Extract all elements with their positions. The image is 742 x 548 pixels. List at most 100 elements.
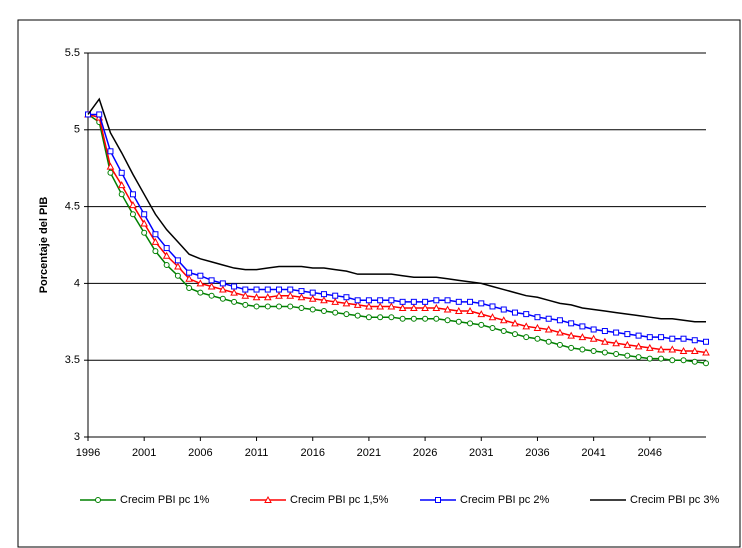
marker [252, 293, 261, 301]
marker [511, 309, 518, 316]
marker [454, 307, 463, 315]
y-tick-label: 4 [74, 277, 80, 289]
x-tick-label: 2026 [413, 447, 437, 459]
marker [275, 291, 283, 299]
marker [253, 303, 260, 310]
marker [186, 269, 193, 276]
marker [196, 279, 205, 287]
marker [377, 297, 384, 304]
marker [331, 297, 340, 305]
marker [231, 283, 238, 290]
marker [163, 245, 170, 252]
marker [365, 302, 373, 310]
marker [433, 315, 440, 322]
marker [140, 219, 149, 227]
marker [455, 298, 462, 305]
marker [353, 300, 362, 308]
marker [96, 111, 103, 118]
marker [276, 286, 283, 293]
marker [545, 338, 552, 345]
y-tick-label: 5.5 [65, 47, 80, 59]
marker [658, 334, 665, 341]
marker [287, 303, 294, 310]
marker [590, 347, 597, 354]
marker [500, 328, 507, 335]
marker [668, 345, 677, 353]
marker [511, 319, 519, 327]
marker [286, 291, 295, 299]
marker [399, 298, 406, 305]
marker [117, 181, 126, 189]
marker [534, 314, 541, 321]
marker [500, 306, 507, 313]
x-tick-label: 2021 [357, 447, 381, 459]
marker [522, 322, 531, 330]
marker [343, 311, 350, 318]
marker [556, 341, 563, 348]
marker [646, 355, 653, 362]
x-tick-label: 2046 [638, 447, 662, 459]
x-tick-label: 2016 [300, 447, 324, 459]
marker [533, 323, 542, 331]
marker [556, 317, 563, 324]
marker [635, 354, 642, 361]
marker [219, 295, 226, 302]
y-axis-label: Porcentaje del PIB [38, 197, 50, 294]
legend-label: Crecim PBI pc 1% [120, 494, 209, 506]
legend-label: Crecim PBI pc 2% [460, 494, 549, 506]
marker [703, 360, 709, 367]
marker [174, 262, 182, 270]
marker [320, 296, 328, 304]
marker [118, 169, 125, 176]
marker [589, 334, 598, 342]
marker [208, 277, 215, 284]
marker [624, 331, 631, 338]
legend-label: Crecim PBI pc 3% [630, 494, 719, 506]
marker [264, 303, 271, 310]
marker [107, 148, 114, 155]
marker [174, 272, 181, 279]
marker [152, 248, 159, 255]
marker [332, 309, 339, 316]
marker [523, 334, 530, 341]
marker [129, 211, 136, 218]
marker [129, 201, 137, 209]
marker [488, 313, 497, 321]
marker [242, 286, 249, 293]
x-tick-label: 2041 [581, 447, 605, 459]
marker [612, 339, 620, 347]
marker [679, 346, 688, 354]
marker [141, 211, 148, 218]
marker [658, 355, 665, 362]
legend-label: Crecim PBI pc 1,5% [290, 494, 389, 506]
marker [264, 495, 272, 503]
marker [354, 297, 361, 304]
marker [298, 304, 305, 311]
x-tick-label: 1996 [76, 447, 100, 459]
marker [702, 348, 710, 356]
marker [410, 303, 418, 311]
marker [230, 288, 238, 296]
marker [579, 323, 586, 330]
marker [388, 314, 395, 321]
marker [624, 352, 631, 359]
marker [499, 316, 508, 324]
marker [141, 229, 148, 236]
marker [241, 291, 250, 299]
y-tick-label: 4.5 [65, 201, 80, 213]
marker [95, 497, 101, 503]
marker [703, 338, 709, 345]
marker [387, 302, 396, 310]
marker [399, 315, 406, 322]
marker [287, 286, 294, 293]
marker [680, 335, 687, 342]
marker [218, 285, 227, 293]
y-tick-label: 5 [74, 124, 80, 136]
marker [151, 237, 160, 245]
y-tick-label: 3 [74, 431, 80, 443]
marker [365, 297, 372, 304]
marker [523, 311, 530, 318]
marker [253, 286, 260, 293]
